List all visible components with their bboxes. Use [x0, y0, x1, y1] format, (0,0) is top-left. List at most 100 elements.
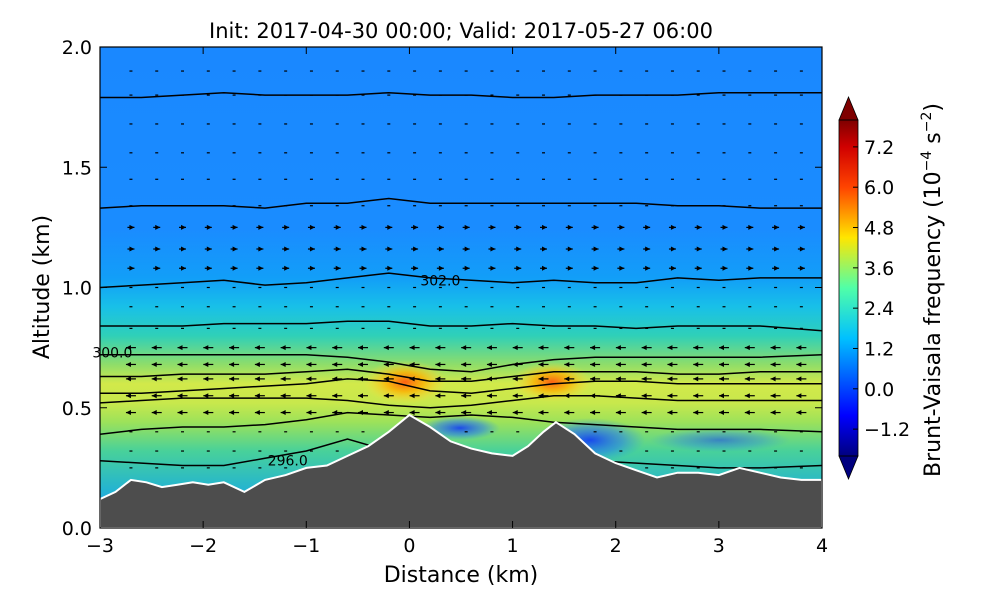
wind-arrow-101	[693, 393, 704, 399]
y-tick-label-4: 2.0	[62, 37, 92, 59]
wind-arrow-153	[641, 361, 652, 367]
stability-max-left	[363, 360, 447, 404]
wind-arrow-93	[486, 393, 497, 399]
wind-arrow-142	[358, 361, 369, 367]
wind-arrow-100	[667, 393, 678, 399]
colorbar-label-exp: −4	[919, 151, 935, 172]
wind-arrow-291	[720, 265, 728, 271]
wind-arrow-180	[641, 345, 652, 351]
wind-arrow-75	[719, 410, 730, 416]
x-tick-label-2: −1	[292, 535, 320, 557]
wind-arrow-294	[797, 265, 805, 271]
wind-arrow-80	[151, 393, 162, 399]
wind-arrow-111	[254, 376, 265, 382]
wind-arrow-70	[590, 410, 601, 416]
wind-arrow-286	[591, 265, 599, 271]
wind-arrow-293	[772, 265, 780, 271]
wind-arrow-72	[641, 410, 652, 416]
contour-line-2	[100, 394, 822, 409]
wind-arrow-166	[280, 345, 291, 351]
wind-arrow-330	[333, 224, 341, 230]
wind-arrow-103	[744, 393, 755, 399]
wind-arrow-311	[540, 246, 548, 252]
wind-arrow-344	[694, 224, 702, 230]
wind-arrow-149	[538, 361, 549, 367]
wind-arrow-89	[383, 393, 394, 399]
wind-arrow-105	[796, 393, 807, 399]
y-axis-label: Altitude (km)	[30, 215, 55, 359]
wind-arrow-169	[358, 345, 369, 351]
wind-arrow-341	[617, 224, 625, 230]
wind-arrow-74	[693, 410, 704, 416]
wind-arrow-133	[125, 361, 136, 367]
wind-arrow-268	[127, 265, 135, 271]
wind-arrow-292	[746, 265, 754, 271]
wind-arrow-121	[512, 376, 523, 382]
theta-contours	[100, 91, 822, 469]
wind-arrow-151	[590, 361, 601, 367]
wind-arrow-88	[358, 393, 369, 399]
wind-arrow-168	[332, 345, 343, 351]
colorbar-body	[839, 120, 858, 456]
wind-arrow-273	[256, 265, 264, 271]
wind-arrow-279	[411, 265, 419, 271]
wind-arrow-176	[538, 345, 549, 351]
wind-arrow-331	[359, 224, 367, 230]
wind-arrow-139	[280, 361, 291, 367]
colorbar: 7.2 6.0 4.8 3.6 2.4 1.2 0.0 −1.2 Brunt-Vaisala …	[838, 95, 946, 481]
wind-arrow-116	[383, 376, 394, 382]
wind-arrow-280	[436, 265, 444, 271]
wind-arrow-136	[203, 361, 214, 367]
wind-arrow-156	[719, 361, 730, 367]
wind-arrow-108	[177, 376, 188, 382]
wind-arrow-143	[383, 361, 394, 367]
wind-arrow-287	[617, 265, 625, 271]
contour-label-2: 296.0	[268, 454, 308, 470]
wind-arrow-333	[411, 224, 419, 230]
contour-line-9	[100, 91, 822, 99]
colorbar-tick-label-4: 2.4	[864, 298, 894, 320]
wind-arrow-77	[770, 410, 781, 416]
wind-arrow-130	[744, 376, 755, 382]
wind-arrow-316	[668, 246, 676, 252]
colorbar-label-main: Brunt-Vaisala frequency (10	[921, 171, 946, 477]
x-tick-label-3: 0	[403, 535, 415, 557]
wind-arrow-272	[230, 265, 238, 271]
wind-arrow-167	[306, 345, 317, 351]
wind-arrow-62	[383, 410, 394, 416]
wind-arrow-328	[282, 224, 290, 230]
contour-line-8	[100, 197, 822, 209]
y-tick-label-3: 1.5	[62, 157, 92, 179]
wind-arrow-177	[564, 345, 575, 351]
wind-arrow-320	[772, 246, 780, 252]
wind-arrow-65	[461, 410, 472, 416]
wind-arrow-302	[307, 246, 315, 252]
wind-arrow-317	[694, 246, 702, 252]
wind-arrow-283	[514, 265, 522, 271]
wind-arrow-54	[177, 410, 188, 416]
x-tick-label-0: −3	[86, 535, 114, 557]
wind-arrow-84	[254, 393, 265, 399]
wind-arrow-157	[744, 361, 755, 367]
colorbar-tick-label-7: −1.2	[864, 419, 910, 441]
wind-arrow-109	[203, 376, 214, 382]
wind-arrow-181	[667, 345, 678, 351]
wind-arrow-69	[564, 410, 575, 416]
colorbar-frame	[838, 119, 859, 457]
colorbar-ticks: 7.2 6.0 4.8 3.6 2.4 1.2 0.0 −1.2	[853, 137, 910, 441]
wind-arrow-73	[667, 410, 678, 416]
wind-arrow-332	[385, 224, 393, 230]
wind-arrow-310	[514, 246, 522, 252]
contour-line-6	[100, 320, 822, 332]
wind-arrow-284	[540, 265, 548, 271]
wind-arrow-126	[641, 376, 652, 382]
wind-arrow-81	[177, 393, 188, 399]
wind-arrow-127	[667, 376, 678, 382]
wind-arrow-173	[461, 345, 472, 351]
wind-arrow-185	[770, 345, 781, 351]
x-axis: −3 −2 −1 0 1 2 3 4	[86, 47, 828, 557]
wind-arrow-124	[590, 376, 601, 382]
wind-vectors	[125, 70, 807, 469]
wind-arrow-78	[796, 410, 807, 416]
wind-arrow-301	[282, 246, 290, 252]
